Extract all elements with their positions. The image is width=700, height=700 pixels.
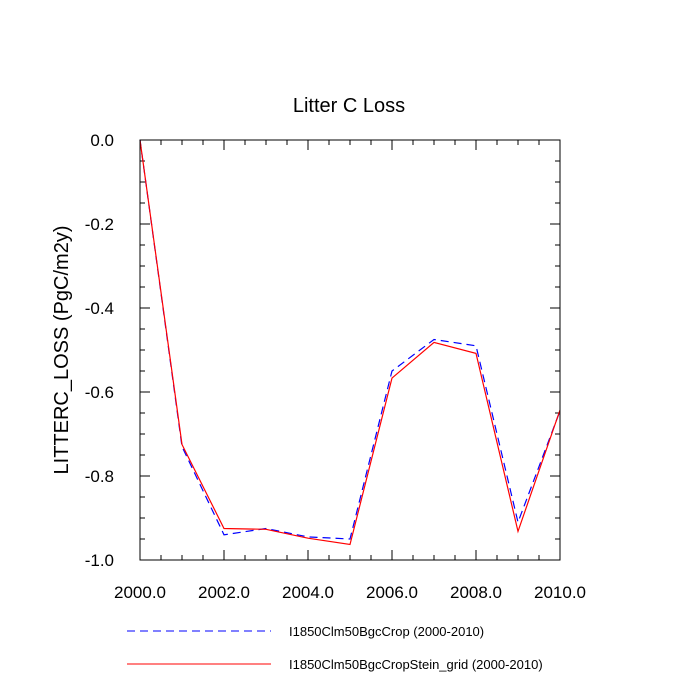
y-tick-label: -0.6 (85, 383, 114, 402)
series-lines (139, 139, 561, 546)
y-tick-label: -1.0 (85, 551, 114, 570)
y-tick-label: -0.2 (85, 215, 114, 234)
x-tick-label: 2002.0 (198, 583, 250, 602)
x-tick-label: 2006.0 (366, 583, 418, 602)
tick-labels: 2000.0 2002.0 2004.0 2006.0 2008.0 2010.0 0.0 -… (85, 131, 586, 602)
legend-label-2: I1850Clm50BgcCropStein_grid (2000-2010) (289, 657, 543, 672)
chart-title: Litter C Loss (293, 95, 405, 117)
x-tick-label: 2000.0 (114, 583, 166, 602)
y-axis-label: LITTERC_LOSS (PgC/m2y) (51, 226, 73, 475)
series-line-1 (139, 139, 561, 540)
legend-label-1: I1850Clm50BgcCrop (2000-2010) (289, 624, 484, 639)
plot-frame (139, 139, 561, 561)
y-tick-label: -0.8 (85, 467, 114, 486)
x-tick-label: 2010.0 (534, 583, 586, 602)
legend: I1850Clm50BgcCrop (2000-2010) I1850Clm50B… (127, 624, 543, 672)
axis-ticks (139, 139, 561, 561)
x-tick-label: 2004.0 (282, 583, 334, 602)
series-line-2 (139, 139, 561, 546)
y-tick-label: -0.4 (85, 299, 114, 318)
y-tick-label: 0.0 (90, 131, 114, 150)
x-tick-label: 2008.0 (450, 583, 502, 602)
